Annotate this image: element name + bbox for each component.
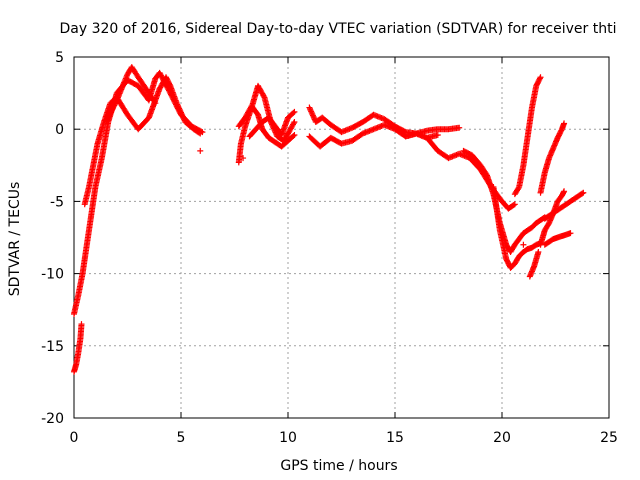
data-point [78, 321, 85, 328]
data-point [515, 185, 522, 192]
data-point [240, 155, 247, 162]
data-point [197, 147, 204, 154]
data-point [520, 241, 527, 248]
data-point [176, 105, 183, 112]
x-tick-label: 25 [600, 430, 618, 446]
data-point [567, 230, 574, 237]
data-point [290, 109, 297, 116]
data-point [291, 118, 298, 125]
data-point [180, 114, 187, 121]
axis-ticks [73, 56, 610, 419]
data-point [511, 201, 518, 208]
data-point [290, 120, 297, 127]
chart-title: Day 320 of 2016, Sidereal Day-to-day VTE… [60, 21, 617, 37]
data-point [456, 124, 463, 131]
data-point [178, 109, 184, 116]
y-tick-label: 5 [55, 50, 64, 66]
y-tick-labels: -20 -15 -10 -5 0 5 [41, 50, 64, 427]
data-point [175, 104, 182, 111]
data-point [291, 131, 298, 138]
data-point [197, 130, 204, 137]
data-point [173, 100, 180, 107]
data-point [537, 74, 544, 81]
y-tick-label: -5 [50, 194, 64, 210]
data-point [176, 106, 183, 113]
data-point [177, 108, 184, 115]
data-point [510, 202, 517, 209]
data-point [290, 132, 297, 139]
data-point [179, 113, 186, 120]
data-point [561, 188, 568, 195]
data-point [113, 98, 120, 105]
data-point [580, 189, 587, 196]
data-point [260, 93, 267, 100]
data-point [174, 102, 181, 109]
y-axis-label: SDTVAR / TECUs [7, 182, 23, 297]
data-point [181, 116, 188, 123]
x-tick-labels: 0 5 10 15 20 25 [70, 430, 618, 446]
y-tick-label: -15 [41, 339, 64, 355]
y-tick-label: 0 [55, 122, 64, 138]
data-points [71, 64, 587, 375]
x-tick-label: 5 [177, 430, 186, 446]
data-point [434, 131, 441, 138]
y-tick-label: -10 [41, 267, 64, 283]
data-point [178, 110, 185, 117]
plot-frame [73, 56, 610, 419]
data-point [174, 101, 181, 108]
data-point [536, 75, 543, 82]
x-tick-label: 20 [493, 430, 511, 446]
data-point [579, 190, 586, 197]
data-point [291, 108, 298, 115]
y-tick-label: -20 [41, 411, 64, 427]
data-point [152, 100, 159, 107]
x-tick-label: 0 [70, 430, 79, 446]
data-point [483, 171, 490, 178]
data-point [535, 248, 542, 255]
x-tick-label: 10 [279, 430, 297, 446]
data-point [179, 112, 186, 119]
data-point [561, 120, 568, 127]
x-axis-label: GPS time / hours [280, 458, 397, 474]
data-point [151, 98, 158, 105]
x-tick-label: 15 [386, 430, 404, 446]
data-point [196, 129, 203, 136]
